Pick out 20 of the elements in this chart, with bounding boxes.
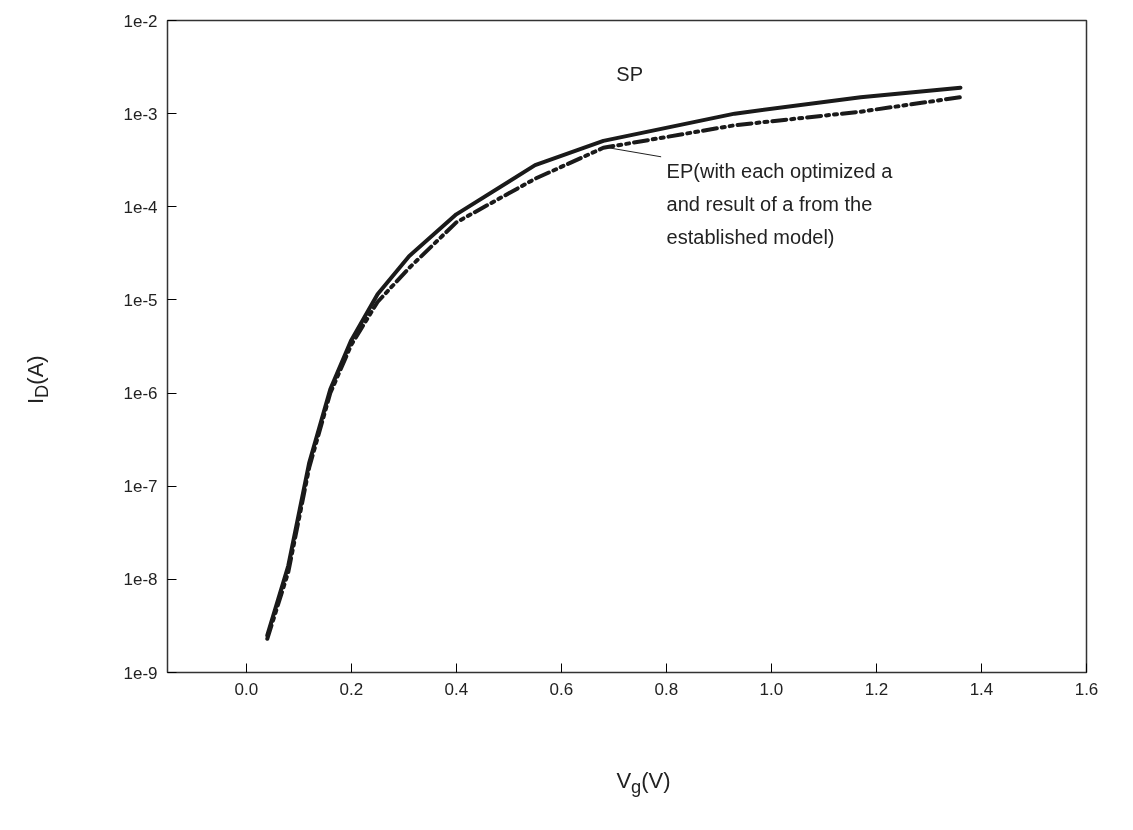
x-tick-label: 0.8 [654,679,679,699]
y-tick-label: 1e-5 [123,290,158,310]
x-axis-title: V$_{g}$(V) [616,767,671,800]
y-tick-label: 1e-2 [123,11,158,31]
x-tick-label: 0.2 [339,679,364,699]
y-tick-label: 1e-6 [123,384,158,404]
x-tick-label: 1.0 [759,679,784,699]
x-tick-label: 1.2 [864,679,889,699]
y-tick-label: 1e-9 [123,663,158,683]
y-tick-label: 1e-3 [123,104,158,124]
y-tick-label: 1e-4 [123,197,158,217]
x-tick-label: 0.4 [444,679,469,699]
x-tick-label: 0.0 [234,679,259,699]
x-tick-label: 1.4 [969,679,994,699]
y-tick-label: 1e-8 [123,570,158,590]
x-tick-label: 1.6 [1074,679,1099,699]
x-tick-label: 0.6 [549,679,574,699]
annotation: EP(with each optimized a and result of a from the established model) [666,159,894,248]
annotation: SP [616,62,643,85]
y-tick-label: 1e-7 [123,477,158,497]
